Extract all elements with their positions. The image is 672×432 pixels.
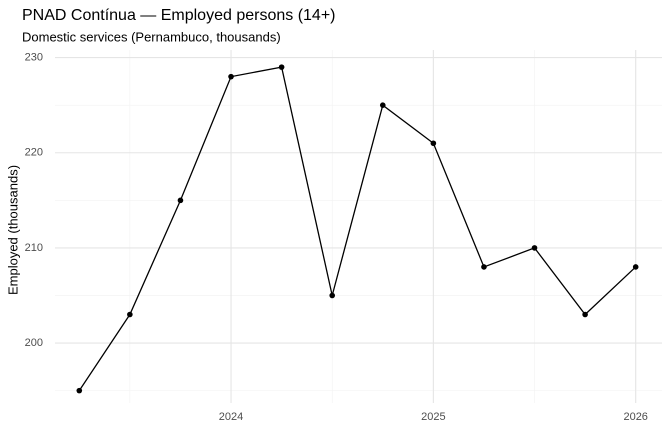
y-tick-label: 210 bbox=[25, 242, 43, 254]
point bbox=[379, 102, 386, 108]
point bbox=[177, 197, 184, 204]
point bbox=[329, 292, 335, 299]
point bbox=[430, 140, 437, 147]
y-tick-label: 230 bbox=[25, 52, 43, 64]
line bbox=[78, 66, 637, 391]
point bbox=[481, 264, 487, 270]
y-axis-label: Employed (thousands) bbox=[5, 165, 20, 295]
x-tick-label: 2025 bbox=[421, 411, 445, 423]
point bbox=[582, 311, 588, 318]
y-tick-label: 200 bbox=[25, 337, 43, 349]
point bbox=[228, 73, 234, 80]
chart-subtitle: Domestic services (Pernambuco, thousands… bbox=[22, 29, 281, 44]
point bbox=[278, 64, 285, 70]
y-tick-label: 220 bbox=[25, 147, 43, 159]
point bbox=[632, 264, 639, 270]
point bbox=[76, 387, 83, 394]
point bbox=[127, 311, 133, 318]
x-tick-label: 2024 bbox=[219, 411, 243, 423]
chart-title: PNAD Contínua — Employed persons (14+) bbox=[22, 7, 335, 24]
x-tick-label: 2026 bbox=[623, 411, 647, 423]
point bbox=[531, 245, 538, 251]
